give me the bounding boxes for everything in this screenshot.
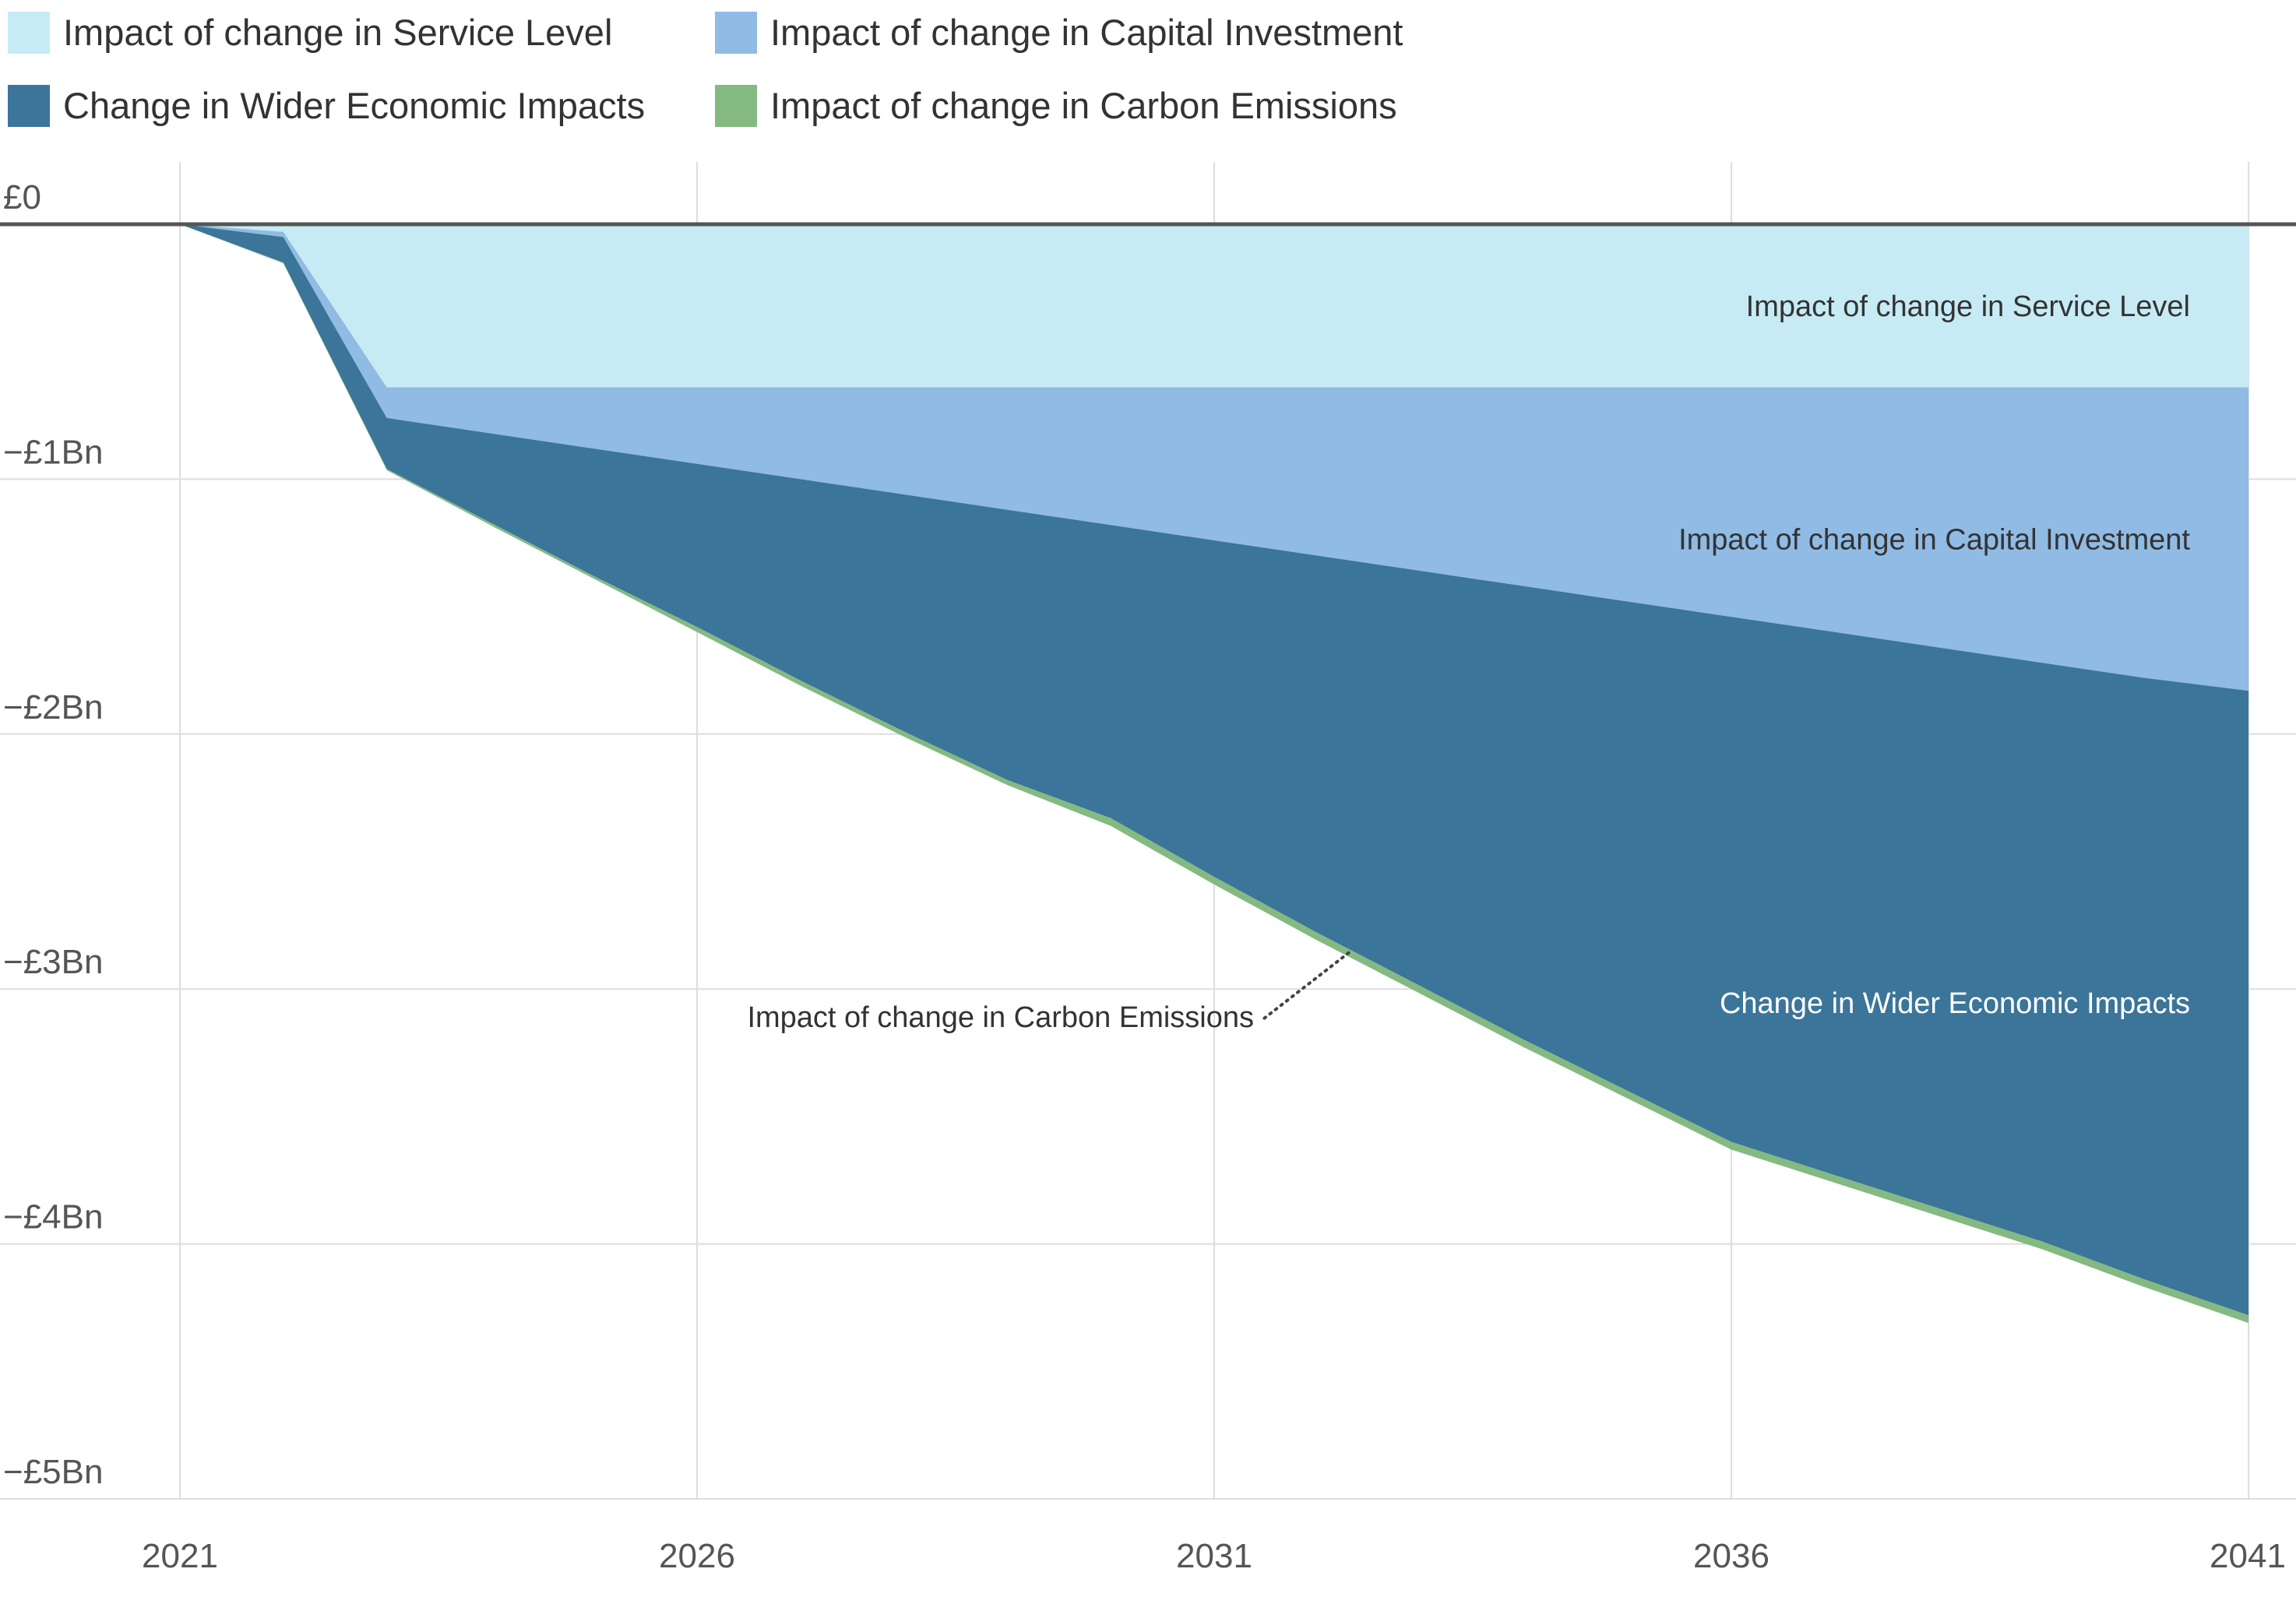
y-tick-label: −£3Bn <box>3 943 103 981</box>
series-area <box>180 224 2248 1316</box>
callout-leader-line <box>1262 951 1350 1020</box>
legend-swatch <box>715 85 757 127</box>
series-area <box>180 224 2248 388</box>
y-tick-label: £0 <box>3 178 41 216</box>
series-inline-label: Impact of change in Capital Investment <box>1678 523 2190 556</box>
legend-swatch <box>8 85 50 127</box>
y-tick-label: −£2Bn <box>3 688 103 726</box>
series-area <box>180 224 2248 691</box>
x-tick-label: 2026 <box>659 1537 735 1575</box>
y-axis-tick-labels: £0 −£1Bn −£2Bn −£3Bn −£4Bn −£5Bn <box>3 178 103 1491</box>
legend-swatch <box>8 12 50 54</box>
series-inline-labels: Impact of change in Service Level Impact … <box>747 290 2190 1034</box>
x-axis-tick-labels: 2021 2026 2031 2036 2041 <box>142 1537 2286 1575</box>
series-areas <box>180 224 2248 1324</box>
y-tick-label: −£4Bn <box>3 1198 103 1236</box>
x-tick-label: 2041 <box>2210 1537 2286 1575</box>
series-inline-label: Change in Wider Economic Impacts <box>1720 987 2190 1020</box>
legend: Impact of change in Service Level Impact … <box>8 12 1403 127</box>
x-tick-label: 2036 <box>1693 1537 1770 1575</box>
y-tick-label: −£5Bn <box>3 1453 103 1491</box>
y-tick-label: −£1Bn <box>3 433 103 471</box>
legend-label: Impact of change in Service Level <box>63 12 612 53</box>
legend-label: Impact of change in Capital Investment <box>770 12 1403 53</box>
series-callout-label: Impact of change in Carbon Emissions <box>747 1001 1254 1034</box>
legend-label: Change in Wider Economic Impacts <box>63 85 645 126</box>
x-tick-label: 2031 <box>1176 1537 1252 1575</box>
x-tick-label: 2021 <box>142 1537 218 1575</box>
series-inline-label: Impact of change in Service Level <box>1746 290 2190 323</box>
legend-label: Impact of change in Carbon Emissions <box>770 85 1397 126</box>
legend-swatch <box>715 12 757 54</box>
